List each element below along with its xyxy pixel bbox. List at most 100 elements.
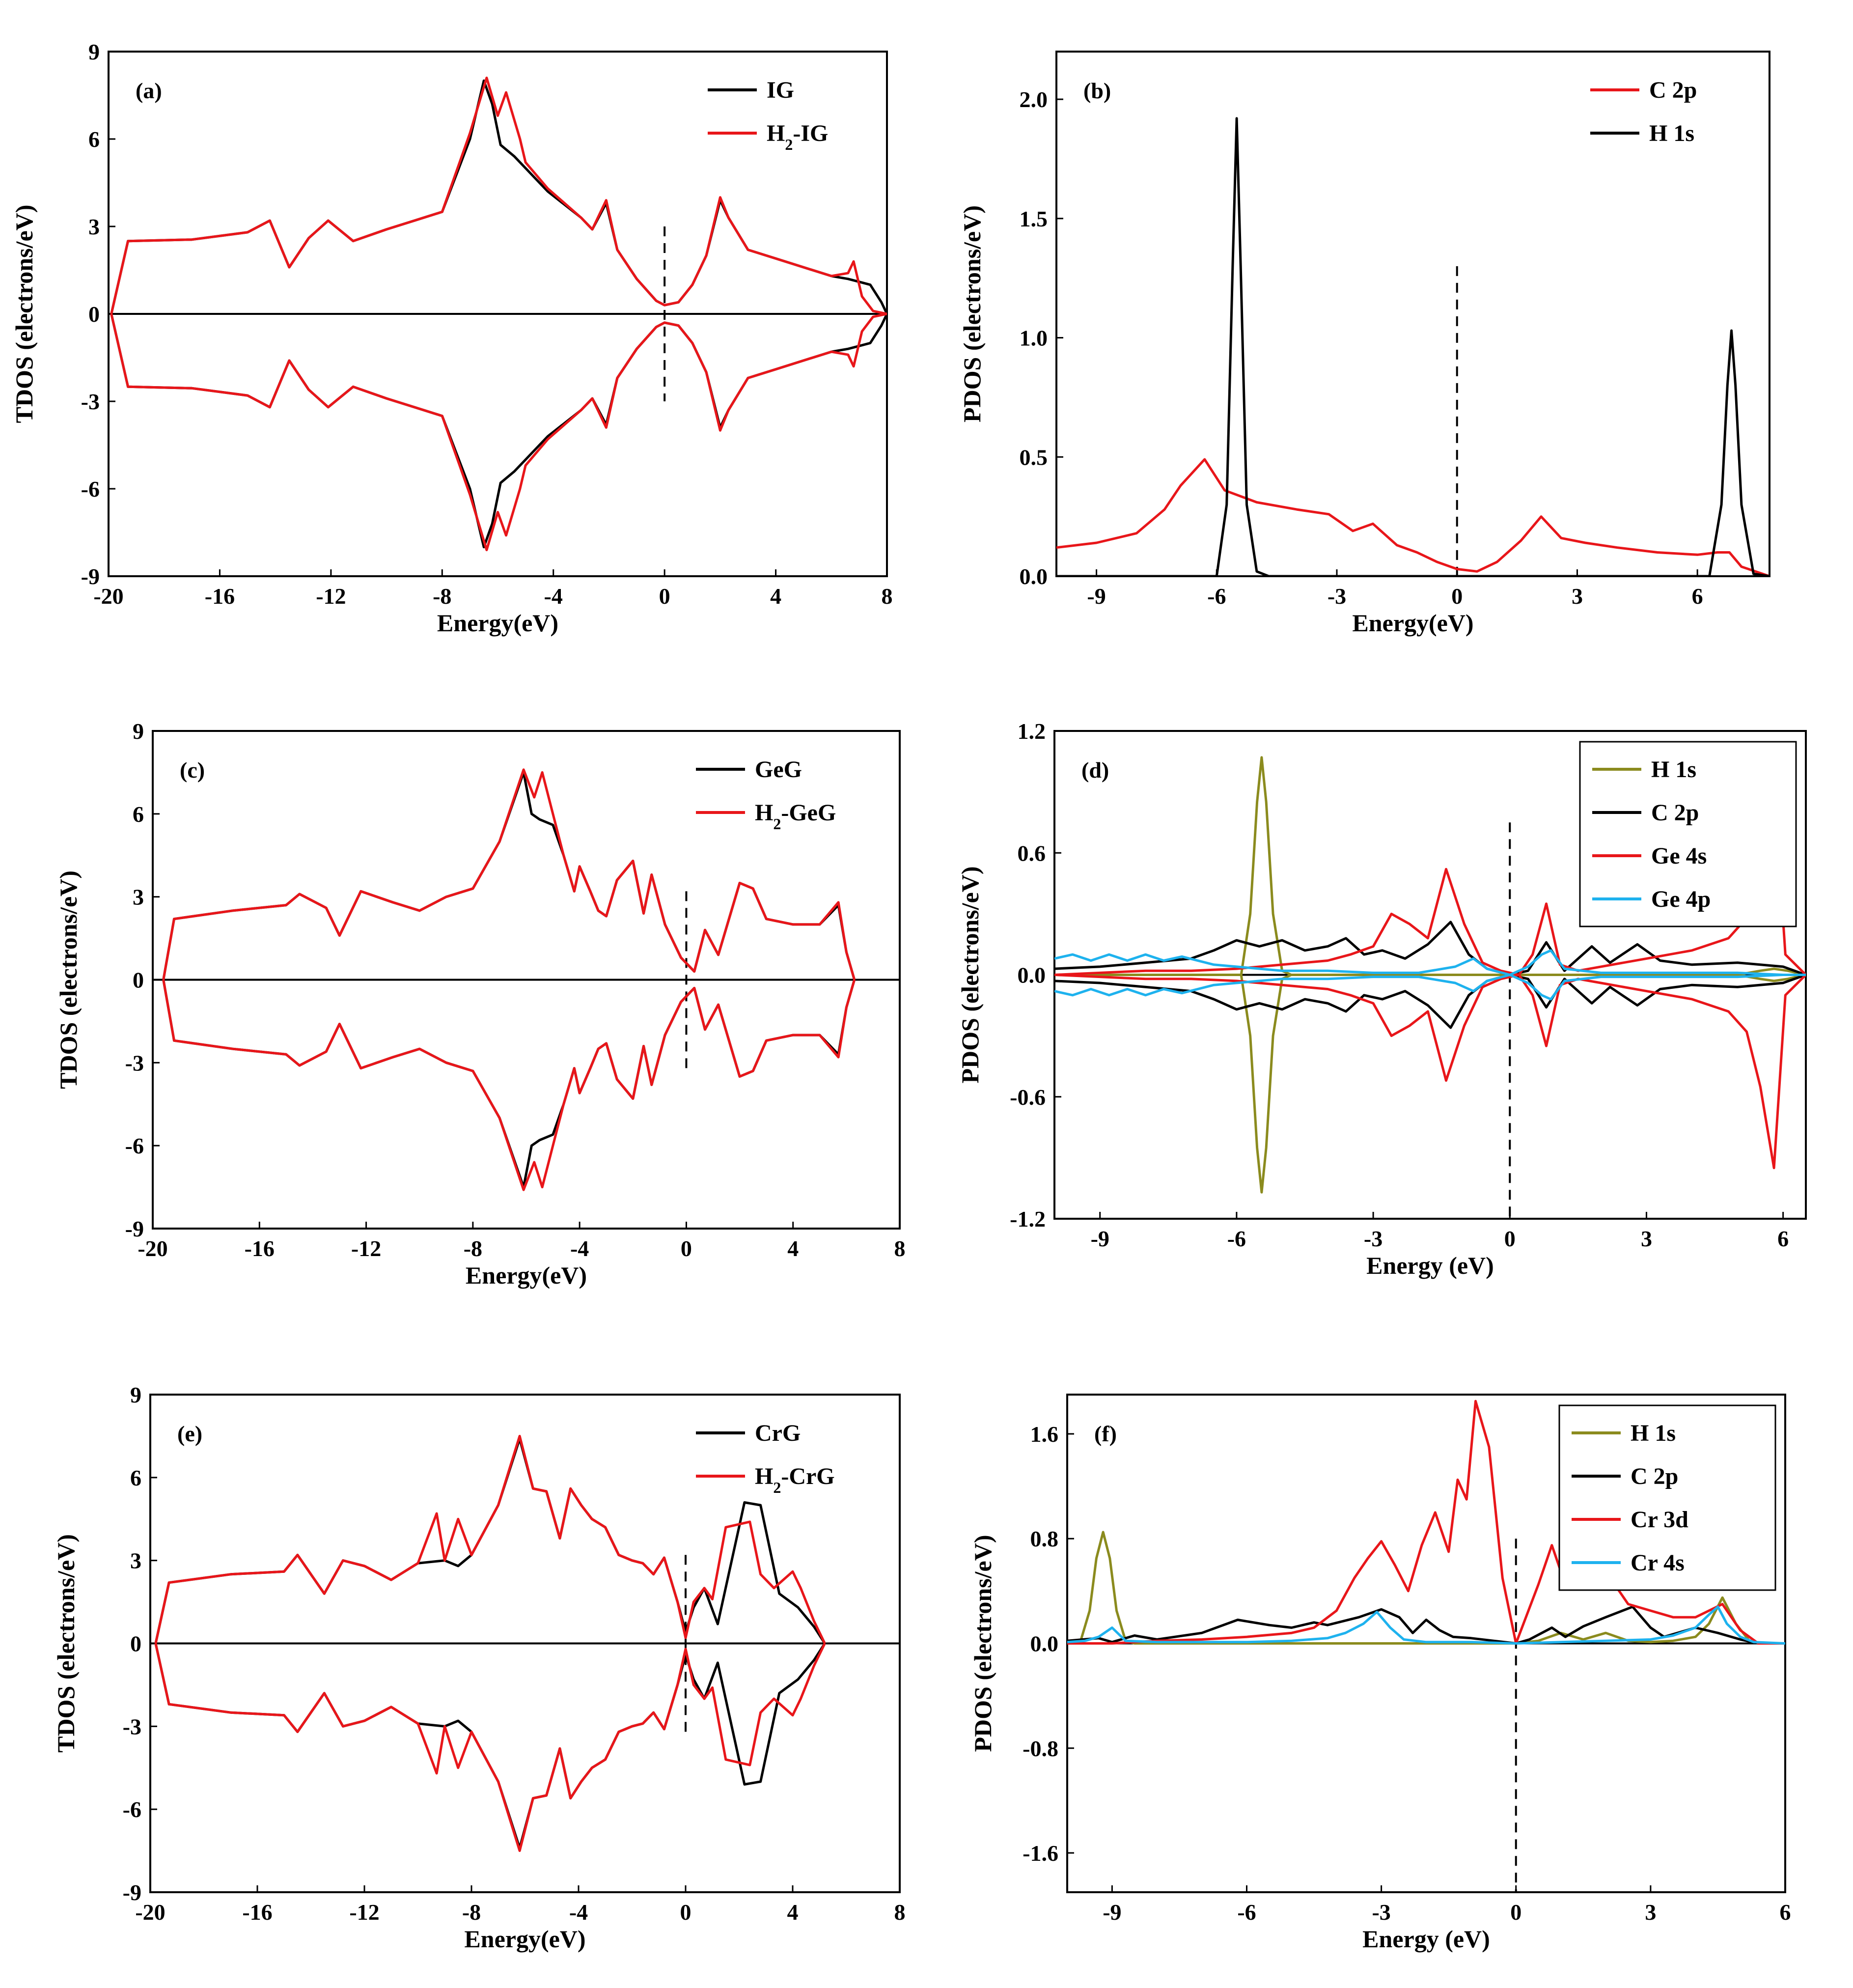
x-tick-label: -3: [1364, 1226, 1383, 1251]
series-line-h-1s: [1067, 1531, 1785, 1645]
y-tick-label: -3: [123, 1714, 141, 1739]
x-axis-title: Energy(eV): [464, 1925, 585, 1953]
x-tick-label: -4: [570, 1236, 589, 1261]
y-tick-label: 9: [133, 719, 144, 744]
series-line-c-2p: [1067, 1605, 1785, 1645]
y-tick-label: -3: [81, 389, 100, 414]
series-group: [1054, 756, 1806, 1194]
legend-label: H2-CrG: [755, 1463, 835, 1496]
chart-panel-d: -9 -6 -3 0 3 6 -1.2 -0.6 0.0 0.6 1.2 Energy (eV) PDO…: [956, 719, 1807, 1279]
x-axis-title: Energy (eV): [1366, 1252, 1494, 1279]
x-tick-label: 3: [1645, 1900, 1656, 1925]
y-tick-label: -3: [125, 1050, 144, 1075]
y-tick-label: 0: [130, 1631, 141, 1656]
x-tick-label: -6: [1237, 1900, 1256, 1925]
y-tick-label: 6: [88, 127, 100, 152]
y-tick-label: 0.0: [1020, 564, 1048, 589]
legend-label: Ge 4p: [1651, 886, 1711, 912]
series-line-cr-3d: [1067, 1400, 1785, 1645]
legend-label: H2-IG: [767, 120, 828, 153]
x-tick-label: 6: [1692, 584, 1703, 609]
chart-panel-a: -20 -16 -12 -8 -4 0 4 8 -9 -6 -3 0 3 6 9 Energy(eV) TDOS…: [10, 39, 893, 637]
x-tick-label: -16: [245, 1236, 275, 1261]
y-tick-label: 9: [130, 1382, 141, 1407]
x-tick-label: 3: [1572, 584, 1583, 609]
x-tick-label: -8: [464, 1236, 482, 1261]
legend-box: [1558, 1404, 1776, 1591]
legend-label: Cr 4s: [1631, 1550, 1685, 1576]
y-tick-label: -9: [125, 1216, 144, 1241]
legend-label: C 2p: [1631, 1463, 1678, 1489]
x-tick-label: -9: [1103, 1900, 1121, 1925]
y-tick-label: 0.8: [1030, 1526, 1059, 1551]
x-tick-label: -20: [93, 584, 123, 609]
y-tick-label: -9: [123, 1880, 141, 1905]
legend-label: Cr 3d: [1631, 1507, 1688, 1533]
x-tick-label: 4: [787, 1236, 799, 1261]
series-line-c-2p-mirror: [1054, 974, 1806, 1029]
series-line-h2-ig-mirror: [110, 312, 887, 552]
x-tick-label: -20: [135, 1900, 165, 1925]
y-tick-label: 0.5: [1020, 445, 1048, 470]
y-tick-label: 3: [133, 885, 144, 910]
y-axis-title: TDOS (electrons/eV): [55, 870, 82, 1089]
x-tick-label: -12: [316, 584, 346, 609]
series-group: [162, 768, 856, 1191]
y-tick-label: 0.0: [1030, 1631, 1059, 1656]
series-group: [110, 76, 887, 552]
legend-label: C 2p: [1651, 800, 1699, 826]
legend-label: H 1s: [1649, 120, 1694, 146]
chart-panel-e: -20 -16 -12 -8 -4 0 4 8 -9 -6 -3 0 3 6 9 Energy(eV) TDOS…: [52, 1382, 906, 1953]
series-group: [154, 1434, 826, 1852]
series-line-ge-4p-mirror: [1054, 974, 1806, 1001]
x-tick-label: -16: [205, 584, 235, 609]
legend-label: Ge 4s: [1651, 843, 1707, 869]
y-tick-label: -1.2: [1010, 1206, 1046, 1232]
y-tick-label: 3: [130, 1548, 141, 1573]
series-line-ge-4s-mirror: [1054, 974, 1806, 1170]
legend-label: H 1s: [1651, 756, 1696, 783]
legend-label: GeG: [755, 756, 802, 783]
x-tick-label: 0: [1504, 1226, 1516, 1251]
chart-panel-c: -20 -16 -12 -8 -4 0 4 8 -9 -6 -3 0 3 6 9 Energy(eV) TDOS…: [55, 719, 906, 1289]
legend: GeG H2-GeG: [696, 756, 836, 833]
series-line-cr-4s: [1067, 1605, 1785, 1645]
series-line-c-2p: [1056, 458, 1770, 576]
x-tick-label: -3: [1328, 584, 1346, 609]
x-tick-label: 4: [770, 584, 781, 609]
y-tick-label: 0.6: [1018, 840, 1046, 866]
y-tick-label: 9: [88, 39, 100, 64]
chart-panel-f: -9 -6 -3 0 3 6 -1.6 -0.8 0.0 0.8 1.6 Energy (eV) PDO…: [969, 1394, 1791, 1953]
y-axis-title: PDOS (electrons/eV): [958, 205, 986, 422]
x-tick-label: 0: [680, 1900, 691, 1925]
series-group: [1067, 1400, 1785, 1645]
x-tick-label: -8: [433, 584, 451, 609]
panel-label: (d): [1081, 757, 1109, 783]
y-tick-label: 2.0: [1020, 87, 1048, 112]
x-tick-label: 8: [894, 1236, 906, 1261]
y-axis-title: TDOS (electrons/eV): [52, 1534, 80, 1753]
panel-label: (b): [1083, 78, 1111, 103]
y-tick-label: 1.0: [1020, 326, 1048, 351]
series-group: [1056, 117, 1770, 576]
panel-label: (e): [177, 1421, 202, 1446]
y-tick-label: 0.0: [1018, 963, 1046, 988]
x-tick-label: -9: [1087, 584, 1106, 609]
legend: IG H2-IG: [708, 77, 828, 153]
y-axis-title: PDOS (electrons/eV): [956, 866, 984, 1083]
legend-label: CrG: [755, 1420, 801, 1446]
x-tick-label: 0: [681, 1236, 692, 1261]
y-tick-label: -6: [81, 476, 100, 502]
x-tick-label: 3: [1641, 1226, 1652, 1251]
x-tick-label: 6: [1777, 1226, 1789, 1251]
x-tick-label: -16: [242, 1900, 272, 1925]
y-axis-title: TDOS (electrons/eV): [10, 205, 38, 423]
x-tick-label: -4: [544, 584, 563, 609]
x-tick-label: -6: [1207, 584, 1226, 609]
series-line-c-2p: [1054, 921, 1806, 976]
x-tick-label: -3: [1372, 1900, 1390, 1925]
legend-label: H 1s: [1631, 1420, 1676, 1446]
y-tick-label: 1.2: [1018, 719, 1046, 744]
series-line-h2-crg: [154, 1434, 826, 1644]
